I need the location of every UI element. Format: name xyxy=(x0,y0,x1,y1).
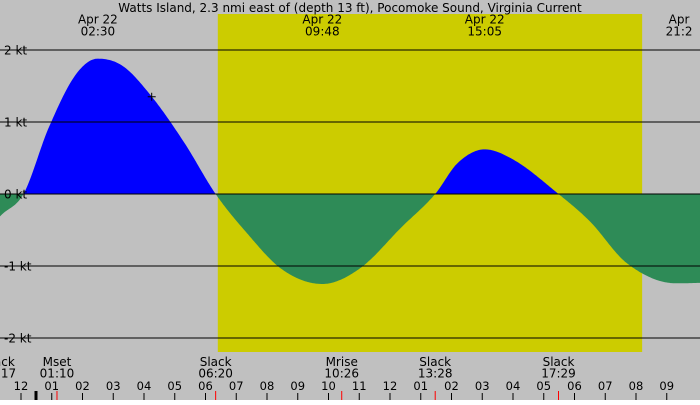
y-axis-labels: 2 kt 1 kt 0 kt -1 kt -2 kt xyxy=(4,44,32,346)
hour-tick-label: 05 xyxy=(536,379,551,393)
flood-current-area xyxy=(0,58,700,194)
y-tick-label: -2 kt xyxy=(4,332,32,346)
hour-tick-label: 06 xyxy=(198,379,213,393)
event-name-label: Slack xyxy=(419,355,451,369)
event-time-label: 06:20 xyxy=(198,367,233,381)
hour-tick-label: 03 xyxy=(106,379,121,393)
hour-tick-label: 03 xyxy=(475,379,490,393)
current-area xyxy=(0,58,700,284)
y-tick-label: 1 kt xyxy=(4,116,27,130)
event-name-label: Mset xyxy=(43,355,72,369)
hour-tick-label: 06 xyxy=(567,379,582,393)
ebb-current-area xyxy=(0,194,700,284)
event-name-label: Mrise xyxy=(326,355,358,369)
chart-title: Watts Island, 2.3 nmi east of (depth 13 … xyxy=(118,1,582,15)
hour-tick-label: 09 xyxy=(290,379,305,393)
peak-time-label: 02:30 xyxy=(81,25,116,39)
daylight-band xyxy=(217,14,643,352)
peak-date-label: Apr 22 xyxy=(302,13,342,27)
hour-tick-label: 02 xyxy=(444,379,459,393)
event-time-label: 10:26 xyxy=(324,367,359,381)
peak-time-label: 15:05 xyxy=(467,25,502,39)
hour-axis: 1112010203040506070809101112010203040506… xyxy=(14,379,674,400)
hour-tick-label: 10 xyxy=(321,379,336,393)
hour-tick-label: 12 xyxy=(383,379,398,393)
y-tick-label: -1 kt xyxy=(4,260,32,274)
y-tick-label: 0 kt xyxy=(4,188,27,202)
plus-marker xyxy=(147,92,156,101)
hour-tick-label: 12 xyxy=(14,379,29,393)
event-time-label: 13:28 xyxy=(418,367,453,381)
peak-date-label: Apr 22 xyxy=(465,13,505,27)
hour-tick-label: 07 xyxy=(229,379,244,393)
event-time-label: 01:10 xyxy=(40,367,75,381)
event-name-label: Slack xyxy=(200,355,232,369)
event-time-label: 17:29 xyxy=(541,367,576,381)
peak-date-label: Apr 22 xyxy=(78,13,118,27)
hour-tick-label: 04 xyxy=(506,379,521,393)
hour-tick-label: 02 xyxy=(75,379,90,393)
hour-tick-label: 05 xyxy=(167,379,182,393)
hour-tick-label: 08 xyxy=(629,379,644,393)
peak-date-label: Apr xyxy=(669,13,690,27)
event-labels: Slack23:17Mset01:10Slack06:20Mrise10:26S… xyxy=(0,355,576,400)
event-time-label: 23:17 xyxy=(0,367,16,381)
y-tick-label: 2 kt xyxy=(4,44,27,58)
hour-tick-label: 07 xyxy=(598,379,613,393)
hour-tick-label: 04 xyxy=(137,379,152,393)
hour-tick-label: 01 xyxy=(413,379,428,393)
hour-tick-label: 09 xyxy=(659,379,674,393)
hour-tick-label: 08 xyxy=(260,379,275,393)
grid-lines xyxy=(0,49,700,339)
event-name-label: Slack xyxy=(543,355,575,369)
peak-time-label: 09:48 xyxy=(305,25,340,39)
hour-tick-label: 11 xyxy=(352,379,367,393)
hour-tick-label: 01 xyxy=(44,379,59,393)
event-name-label: Slack xyxy=(0,355,15,369)
peak-time-label: 21:2 xyxy=(666,25,693,39)
